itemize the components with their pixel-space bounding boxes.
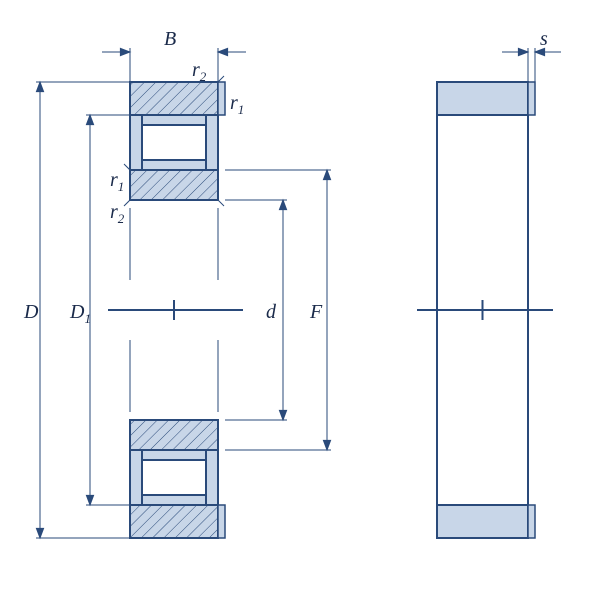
- label-d: d: [266, 301, 277, 323]
- label-r1-top: r1: [230, 92, 244, 117]
- label-r2-bot: r2: [110, 201, 125, 226]
- label-r2-top: r2: [192, 59, 207, 84]
- label-D1: D1: [69, 301, 91, 326]
- label-s: s: [540, 28, 548, 50]
- label-B: B: [164, 28, 176, 50]
- bearing-cross-section-diagram: D D1 d F Bs r1 r2 r1 r2: [0, 0, 600, 600]
- label-D: D: [23, 301, 39, 323]
- label-F: F: [309, 301, 323, 323]
- label-r1-bot: r1: [110, 169, 124, 194]
